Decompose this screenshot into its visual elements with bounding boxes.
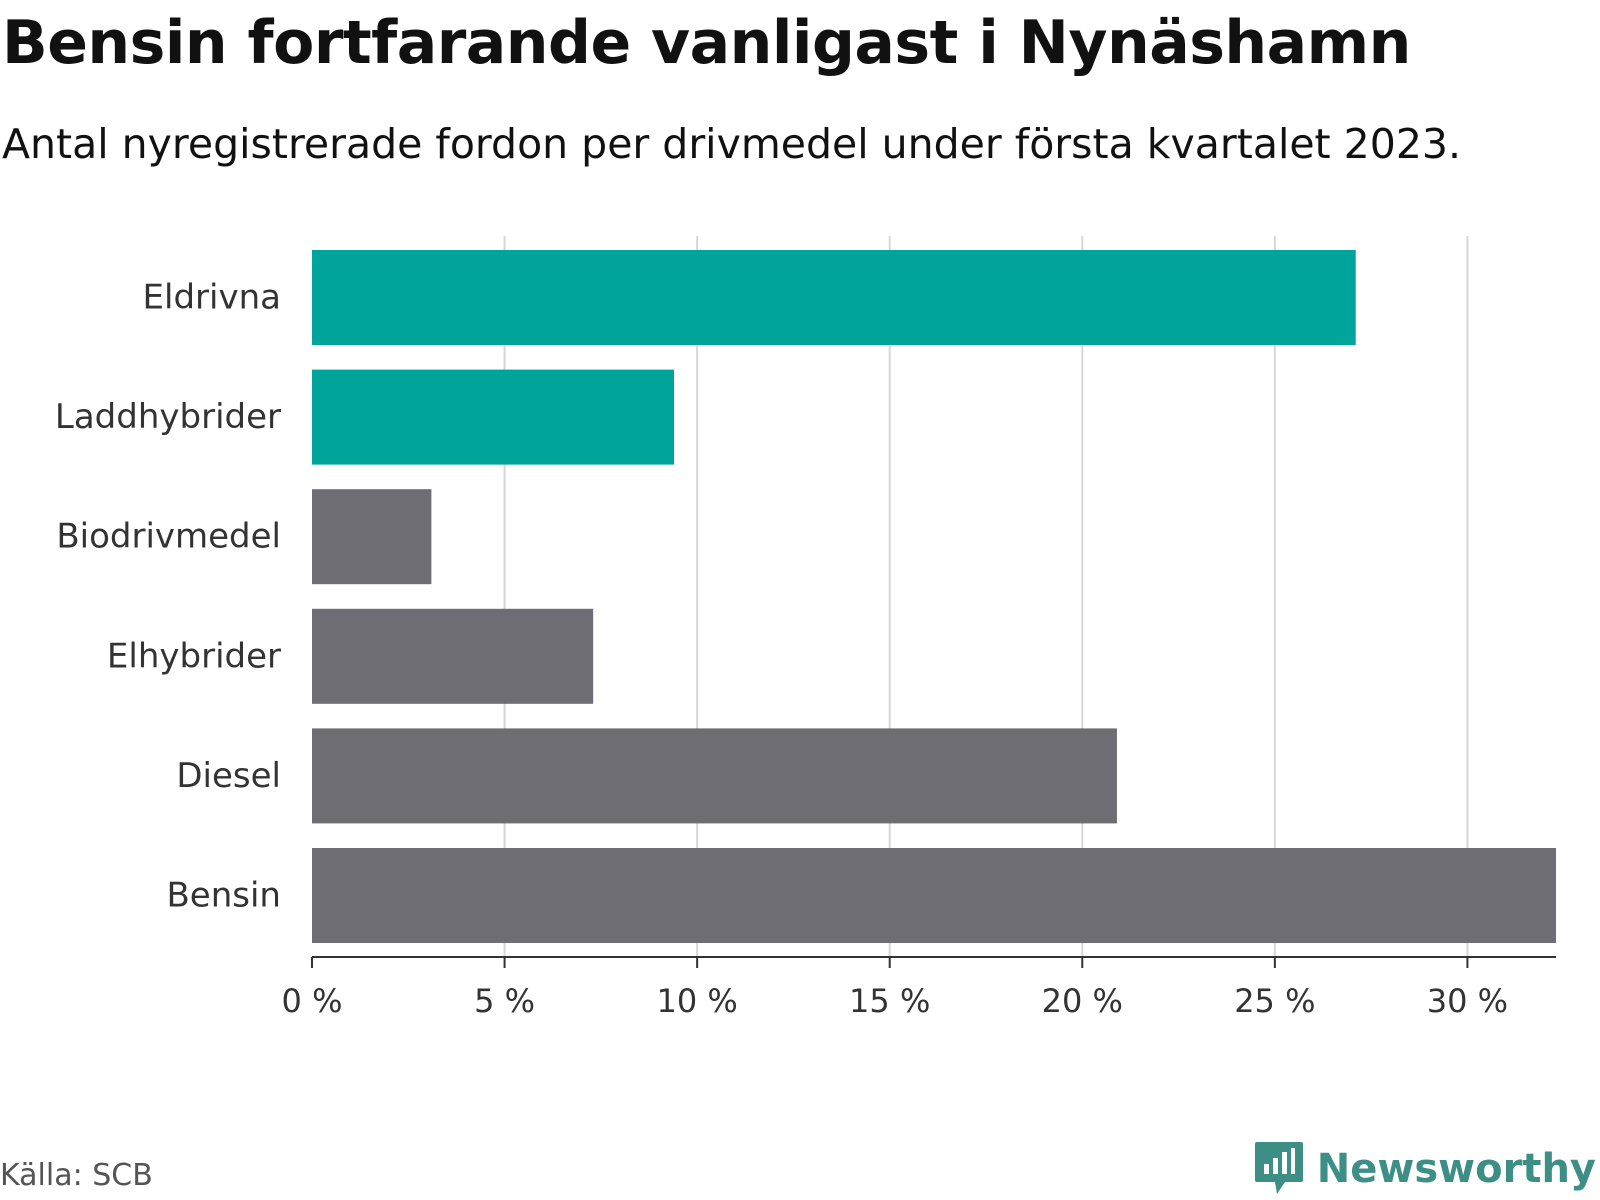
- chart-subtitle: Antal nyregistrerade fordon per drivmede…: [2, 120, 1462, 168]
- x-tick-label: 25 %: [1234, 982, 1315, 1020]
- bar-chart: 0 % 5 % 10 % 15 % 20 % 25 % 30 % Eldrivna Laddhy…: [55, 236, 1556, 1020]
- bar: [312, 608, 594, 704]
- x-tick-label: 10 %: [656, 982, 737, 1020]
- chart-title: Bensin fortfarande vanligast i Nynäshamn: [2, 8, 1411, 78]
- category-label: Eldrivna: [143, 278, 281, 318]
- newsworthy-logo-icon: [1254, 1142, 1303, 1194]
- bar: [312, 848, 1556, 943]
- x-tick-label: 30 %: [1427, 982, 1508, 1020]
- category-label: Bensin: [166, 876, 281, 916]
- category-label: Laddhybrider: [55, 397, 281, 437]
- x-tick-label: 15 %: [849, 982, 930, 1020]
- bar: [312, 369, 675, 465]
- bar: [312, 250, 1356, 345]
- category-label: Elhybrider: [107, 636, 281, 676]
- x-tick-label: 20 %: [1042, 982, 1123, 1020]
- bar: [312, 728, 1117, 824]
- brand-logo: Newsworthy: [1253, 1140, 1596, 1198]
- x-tick-label: 0 %: [282, 982, 343, 1020]
- category-label: Biodrivmedel: [56, 517, 281, 557]
- x-tick-label: 5 %: [474, 982, 535, 1020]
- brand-name: Newsworthy: [1316, 1146, 1596, 1192]
- category-label: Diesel: [176, 756, 281, 796]
- source-note: Källa: SCB: [0, 1158, 153, 1193]
- bar: [312, 489, 432, 585]
